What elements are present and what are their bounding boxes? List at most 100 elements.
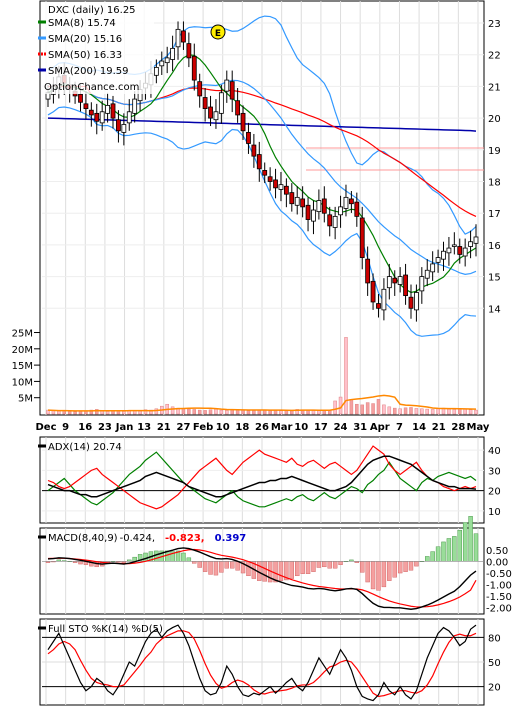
volume-bar [95,409,99,415]
volume-bar [344,337,348,415]
candle-body [419,276,425,292]
candle [327,206,333,237]
candle-body [365,258,371,284]
candle-body [462,247,468,257]
volume-bar [409,407,413,415]
macd-histogram-bar [397,561,403,574]
macd-legend: MACD(8,40,9) -0.424, -0.823, 0.397 [38,533,246,544]
candle [191,43,197,91]
candle [446,236,452,266]
candle [278,172,284,202]
macd-histogram-bar [462,522,468,562]
candle-body [446,247,452,254]
x-tick-label: 14 [412,422,426,433]
volume-bar [349,399,354,415]
hist-value: 0.397 [215,533,247,544]
macd-histogram-bar [376,561,381,591]
macd-histogram-bar [441,541,446,562]
candle [240,105,246,140]
candle-body [159,60,165,67]
candle-body [289,192,295,205]
price-tick-label: 20 [488,114,501,125]
volume-bar [105,411,110,415]
macd-histogram-bar [332,561,338,569]
candle-body [451,244,457,247]
volume-bar [333,400,337,415]
price-tick-label: 18 [488,178,501,189]
macd-value: -0.424, [120,533,155,544]
candle [294,186,300,215]
macd-histogram-bar [338,561,343,565]
macd-histogram-bar [230,561,235,569]
x-tick-label: 23 [98,422,112,433]
x-tick-label: 27 [176,422,190,433]
volume-bar [225,410,229,415]
volume-bar [252,410,256,415]
volume-bar [447,408,451,415]
candle-body [294,196,300,206]
candle-body [121,124,127,133]
x-tick-label: 13 [137,422,151,433]
candle [397,267,403,293]
legend-sma50: SMA(50) 16.33 [48,50,122,61]
x-tick-label: Mar [271,422,293,433]
candle-body [435,257,441,263]
candle [218,84,224,124]
sto-label: Full STO %K(14) %D(5) [48,624,163,635]
sto-tick-label: 50 [488,658,501,669]
candle [316,189,322,220]
candle-body [354,201,360,217]
volume-bar [468,409,473,415]
candle-body [473,236,479,244]
volume-bar [197,409,202,415]
macd-tick-label: 0.50 [486,546,508,557]
adx-tick-label: 20 [488,487,501,498]
macd-histogram-bar [197,561,202,568]
volume-bar [219,409,224,415]
candle [256,141,262,182]
x-tick-label: 16 [78,422,92,433]
candle-body [262,170,268,176]
candle [99,100,105,131]
volume-bar [414,408,419,415]
candle [283,178,289,208]
candle-body [305,204,311,220]
x-tick-label: Jan [115,422,134,433]
candle-body [94,112,100,122]
volume-bar [181,408,186,415]
candle-body [251,144,257,157]
macd-histogram-bar [295,561,300,577]
volume-bar [208,409,213,415]
macd-histogram-bar [392,561,397,578]
candle [88,102,94,127]
volume-bars [46,337,478,415]
candle-body [359,217,365,258]
macd-histogram-bar [370,561,376,590]
volume-bar [365,402,370,415]
volume-bar [138,410,142,415]
candle-body [175,28,181,48]
macd-tick-label: -1.00 [486,580,512,591]
volume-bar [420,408,424,415]
stochastic-lines [42,624,484,702]
macd-histogram-bar [435,546,441,562]
plus-di-line [47,451,477,508]
x-tick-label: 24 [334,422,348,433]
candle-body [300,198,306,208]
macd-histogram-bar [208,561,213,575]
sto-tick-label: 80 [488,633,501,644]
candle [289,183,295,212]
volume-bar [452,409,457,415]
macd-histogram-bar [425,556,430,562]
resistance-lines [306,147,484,171]
candle [126,99,132,131]
x-tick-label: Feb [193,422,213,433]
legend-sma20: SMA(20) 15.16 [48,34,122,45]
volume-bar [170,406,175,415]
volume-bar [317,410,321,415]
price-tick-label: 22 [488,51,501,62]
candle-body [430,263,436,273]
macd-histogram-bar [311,561,316,572]
candle-body [170,47,176,60]
